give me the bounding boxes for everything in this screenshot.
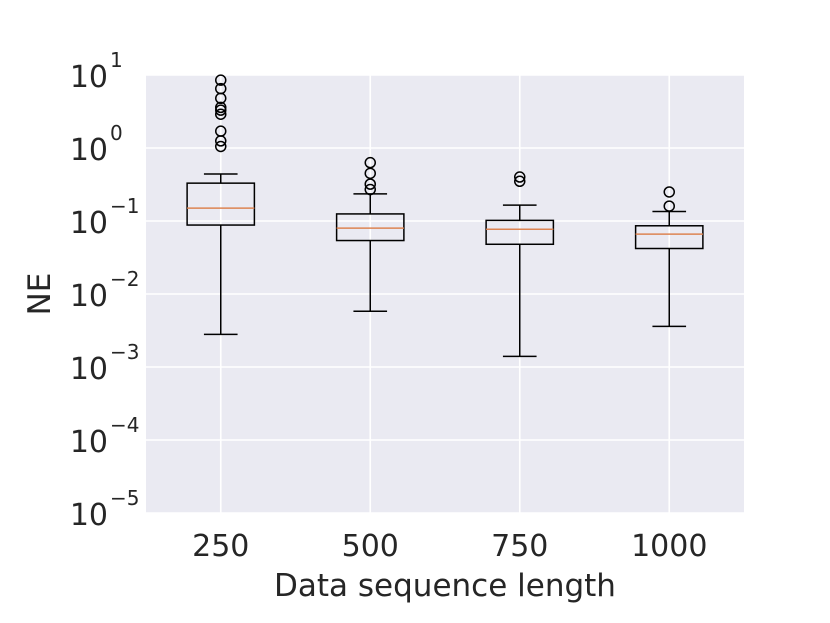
outlier-point xyxy=(215,82,227,95)
outlier-point xyxy=(364,178,376,190)
outlier-point xyxy=(215,108,227,120)
y-tick-exponent: −1 xyxy=(110,194,139,218)
x-axis-title: Data sequence length xyxy=(274,568,616,604)
x-tick-label: 750 xyxy=(491,529,548,564)
box-series xyxy=(186,74,704,358)
y-tick-exponent: −3 xyxy=(110,340,139,364)
outlier-point xyxy=(215,140,227,153)
outlier-point xyxy=(364,156,376,169)
box-group xyxy=(485,171,555,358)
iqr-box xyxy=(485,219,555,246)
x-tick-label: 250 xyxy=(192,529,249,564)
y-tick-label: 10 xyxy=(70,60,108,95)
y-tick-label: 10 xyxy=(70,425,108,460)
box-group xyxy=(186,74,256,336)
y-tick-label: 10 xyxy=(70,498,108,533)
outlier-point xyxy=(364,183,376,196)
x-tick-label: 500 xyxy=(342,529,399,564)
y-tick-exponent: 1 xyxy=(110,48,123,72)
x-tick-labels: 250 500 750 1000 xyxy=(192,529,707,564)
outlier-point xyxy=(514,175,526,188)
y-tick-exponent: 0 xyxy=(110,121,123,145)
y-tick-label: 10 xyxy=(70,206,108,241)
y-axis-title: NE xyxy=(22,273,58,316)
y-tick-exponent: −5 xyxy=(110,486,139,510)
y-tick-exponent: −4 xyxy=(110,413,139,437)
outlier-point xyxy=(663,200,675,212)
outlier-point xyxy=(215,125,227,137)
y-tick-label: 10 xyxy=(70,279,108,314)
x-tick-label: 1000 xyxy=(631,529,707,564)
y-tick-exponent: −2 xyxy=(110,267,139,291)
iqr-box xyxy=(634,225,704,250)
box-group xyxy=(335,156,405,313)
outlier-point xyxy=(514,171,526,183)
outlier-point xyxy=(215,74,227,86)
outlier-point xyxy=(215,101,227,114)
y-tick-label: 10 xyxy=(70,133,108,168)
outlier-point xyxy=(663,186,675,198)
iqr-box xyxy=(186,182,256,226)
box-group xyxy=(634,186,704,328)
y-tick-label: 10 xyxy=(70,352,108,387)
iqr-box xyxy=(335,213,405,242)
